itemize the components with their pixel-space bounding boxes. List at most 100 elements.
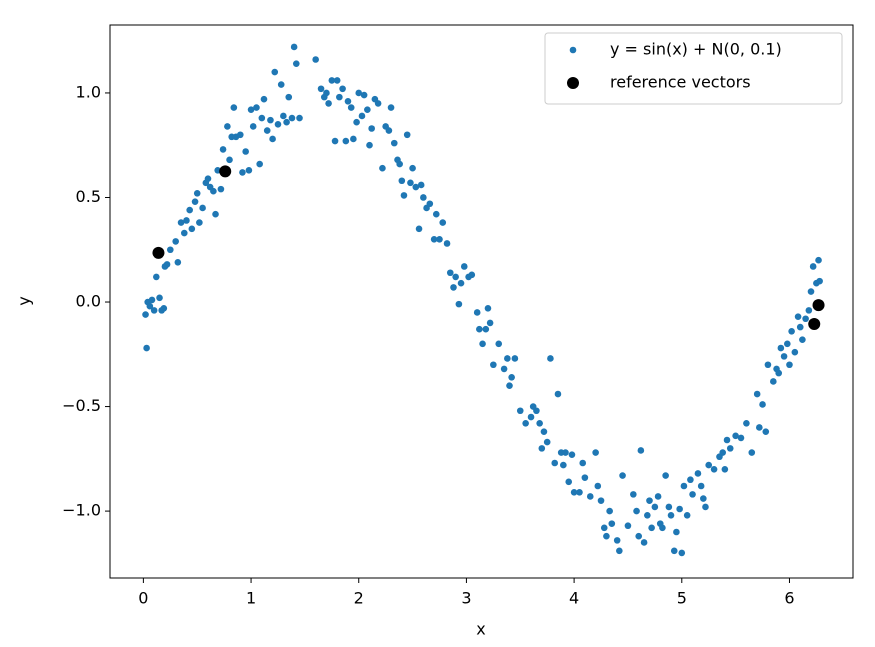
point bbox=[732, 432, 739, 440]
point bbox=[142, 311, 149, 318]
point bbox=[551, 459, 559, 467]
point bbox=[152, 246, 165, 259]
point bbox=[344, 98, 352, 105]
point bbox=[784, 340, 791, 348]
point bbox=[616, 547, 623, 555]
point bbox=[283, 118, 290, 126]
point bbox=[648, 524, 655, 532]
point bbox=[683, 511, 691, 519]
point bbox=[662, 472, 669, 479]
point bbox=[242, 148, 249, 155]
point bbox=[385, 127, 393, 134]
y-tick-label: −1.0 bbox=[62, 501, 101, 520]
x-tick-label: 4 bbox=[569, 589, 579, 608]
y-tick-label: 0.0 bbox=[76, 292, 101, 311]
point bbox=[358, 112, 366, 120]
point bbox=[328, 77, 336, 84]
point bbox=[269, 135, 276, 143]
point bbox=[366, 141, 373, 149]
point bbox=[794, 313, 802, 320]
point bbox=[812, 299, 825, 312]
point bbox=[183, 217, 190, 224]
point bbox=[312, 56, 319, 63]
point bbox=[511, 355, 519, 362]
x-tick-label: 5 bbox=[677, 589, 687, 608]
point bbox=[694, 470, 702, 477]
point bbox=[177, 219, 185, 226]
point bbox=[579, 459, 587, 467]
point bbox=[415, 225, 423, 233]
plot-frame bbox=[109, 24, 854, 579]
point bbox=[594, 482, 602, 490]
point bbox=[600, 524, 608, 532]
point bbox=[753, 390, 761, 398]
point bbox=[336, 93, 343, 101]
point bbox=[150, 307, 158, 314]
legend-label: reference vectors bbox=[610, 73, 751, 92]
point bbox=[350, 135, 357, 143]
point bbox=[533, 407, 540, 415]
point bbox=[446, 269, 454, 277]
point bbox=[409, 164, 416, 172]
point bbox=[368, 125, 375, 132]
point bbox=[606, 507, 613, 515]
point bbox=[624, 522, 632, 530]
point bbox=[687, 476, 694, 484]
point bbox=[500, 365, 508, 373]
point bbox=[678, 549, 686, 557]
point bbox=[181, 229, 188, 237]
point bbox=[417, 181, 425, 189]
point bbox=[267, 116, 274, 124]
legend-box bbox=[544, 32, 843, 105]
point bbox=[748, 449, 756, 456]
point bbox=[476, 325, 483, 333]
point bbox=[387, 104, 395, 111]
point bbox=[697, 482, 705, 490]
point bbox=[274, 121, 282, 128]
point bbox=[196, 219, 203, 226]
point bbox=[490, 361, 497, 369]
point bbox=[260, 95, 268, 103]
point bbox=[212, 210, 219, 218]
point bbox=[317, 85, 325, 93]
point bbox=[239, 169, 246, 176]
point bbox=[809, 263, 817, 270]
point bbox=[786, 361, 793, 369]
point bbox=[719, 449, 727, 456]
point bbox=[468, 271, 476, 279]
point bbox=[540, 428, 548, 435]
point bbox=[452, 273, 459, 281]
point bbox=[482, 325, 490, 333]
x-tick-label: 3 bbox=[461, 589, 471, 608]
point bbox=[613, 537, 621, 544]
point bbox=[204, 175, 212, 182]
point bbox=[527, 413, 535, 421]
point bbox=[403, 131, 411, 139]
point bbox=[258, 114, 266, 122]
point bbox=[543, 438, 551, 446]
point bbox=[455, 300, 463, 308]
point bbox=[788, 327, 795, 335]
point bbox=[199, 204, 206, 212]
point bbox=[568, 451, 576, 458]
point bbox=[673, 528, 680, 536]
point bbox=[562, 449, 569, 456]
point bbox=[538, 445, 546, 452]
point bbox=[292, 60, 300, 67]
x-tick-label: 1 bbox=[246, 589, 256, 608]
y-tick-label: −0.5 bbox=[62, 396, 101, 415]
point bbox=[743, 419, 750, 427]
point bbox=[347, 104, 355, 111]
point bbox=[646, 497, 653, 504]
point bbox=[191, 198, 199, 205]
point bbox=[608, 520, 616, 527]
point bbox=[581, 474, 589, 481]
point bbox=[153, 273, 160, 281]
point bbox=[249, 123, 257, 130]
point bbox=[219, 165, 232, 178]
point bbox=[756, 424, 763, 431]
point bbox=[651, 503, 659, 511]
point bbox=[172, 238, 179, 245]
point bbox=[808, 317, 821, 330]
point bbox=[355, 89, 363, 97]
